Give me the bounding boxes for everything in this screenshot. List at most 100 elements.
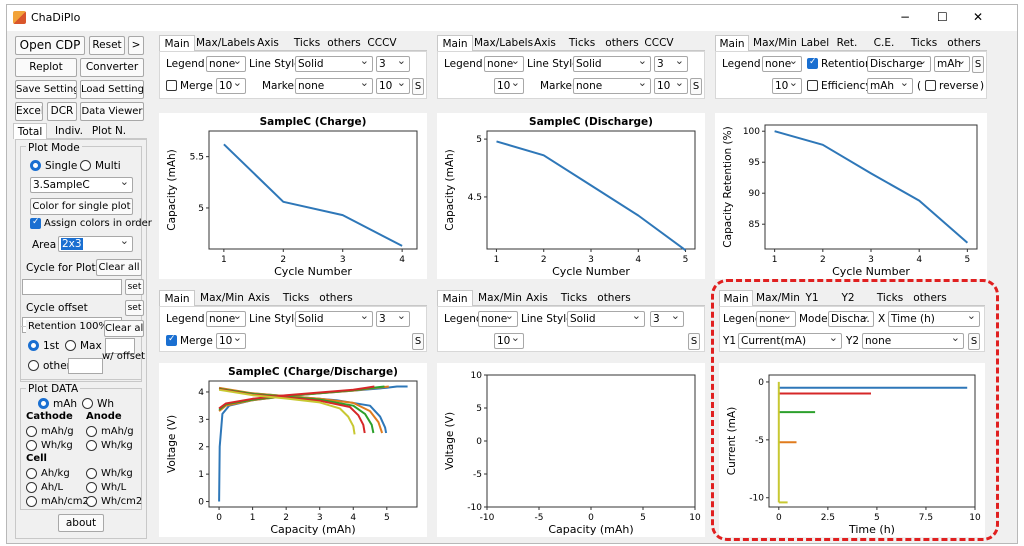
panel3-tab-label[interactable]: Label <box>800 37 830 49</box>
panel4-tab-max-min[interactable]: Max/Min <box>200 292 244 304</box>
panel3-legend-select[interactable]: none <box>762 56 802 72</box>
offset-set-button[interactable]: set <box>125 300 144 316</box>
minimize-button[interactable]: − <box>900 10 911 24</box>
panel1-merge-checkbox[interactable] <box>166 80 177 91</box>
panel5-line-style-select[interactable]: Solid <box>567 311 645 327</box>
panel1-tab-main[interactable]: Main <box>159 35 195 51</box>
multi-radio[interactable] <box>80 160 91 171</box>
cycle-for-plot-input[interactable] <box>22 279 122 295</box>
panel3-tab-main[interactable]: Main <box>715 35 749 51</box>
panel2-tab-others[interactable]: others <box>605 37 639 49</box>
panel4-s-button[interactable]: S <box>412 333 424 350</box>
panel2-merge-select[interactable]: 10 <box>494 78 524 94</box>
panel1-tab-cccv[interactable]: CCCV <box>367 37 397 49</box>
wh-radio[interactable] <box>82 398 93 409</box>
panel5-tab-axis[interactable]: Axis <box>526 292 548 304</box>
retention-max-radio[interactable] <box>65 340 76 351</box>
tab-indiv[interactable]: Indiv. <box>54 125 84 137</box>
cathode-whkg-radio[interactable] <box>26 440 37 451</box>
color-single-plot-button[interactable]: Color for single plot <box>30 198 133 215</box>
panel4-merge-checkbox[interactable] <box>166 334 177 346</box>
panel3-retention-select[interactable]: Discharge <box>867 56 931 72</box>
panel4-line-style-select[interactable]: Solid <box>295 311 373 327</box>
sample-select[interactable]: 3.SampleC <box>30 177 133 193</box>
panel1-line-style-select[interactable]: Solid <box>295 56 373 72</box>
panel3-tab-others[interactable]: others <box>947 37 981 49</box>
panel6-tab-others[interactable]: others <box>913 292 947 304</box>
ahl-radio[interactable] <box>26 482 37 493</box>
tab-total[interactable]: Total <box>13 123 47 139</box>
panel5-merge-select[interactable]: 10 <box>494 333 524 349</box>
close-button[interactable]: ✕ <box>973 10 984 24</box>
panel1-tab-axis[interactable]: Axis <box>257 37 279 49</box>
panel3-tab-ticks[interactable]: Ticks <box>910 37 938 49</box>
panel3-tab-ret[interactable]: Ret. <box>836 37 858 49</box>
save-setting-button[interactable]: Save Setting <box>15 80 77 99</box>
panel2-tab-main[interactable]: Main <box>437 35 473 51</box>
panel3-efficiency-checkbox[interactable] <box>807 80 818 91</box>
panel2-tab-cccv[interactable]: CCCV <box>644 37 674 49</box>
panel6-mode-select[interactable]: Discha. <box>828 311 874 327</box>
panel6-x-select[interactable]: Time (h) <box>888 311 980 327</box>
panel4-tab-others[interactable]: others <box>319 292 353 304</box>
panel2-s-button[interactable]: S <box>690 78 702 95</box>
panel1-s-button[interactable]: S <box>412 78 424 95</box>
panel6-s-button[interactable]: S <box>968 333 980 350</box>
panel2-tab-ticks[interactable]: Ticks <box>568 37 596 49</box>
panel5-lw-select[interactable]: 3 <box>650 311 684 327</box>
anode-whkg-radio[interactable] <box>86 440 97 451</box>
panel1-marker-size-select[interactable]: 10 <box>376 78 410 94</box>
assign-colors-checkbox[interactable] <box>30 217 41 229</box>
dcr-button[interactable]: DCR <box>47 102 77 121</box>
panel1-legend-select[interactable]: none <box>206 56 246 72</box>
converter-button[interactable]: Converter <box>80 58 144 77</box>
panel1-tab-ticks[interactable]: Ticks <box>293 37 321 49</box>
panel2-lw-select[interactable]: 3 <box>654 56 688 72</box>
panel1-tab-others[interactable]: others <box>327 37 361 49</box>
maximize-button[interactable]: ☐ <box>937 10 948 24</box>
panel3-unit-select[interactable]: mAh <box>934 56 970 72</box>
cycle-set-button[interactable]: set <box>125 279 144 295</box>
panel2-line-style-select[interactable]: Solid <box>573 56 651 72</box>
cathode-mahg-radio[interactable] <box>26 426 37 437</box>
panel4-lw-select[interactable]: 3 <box>376 311 410 327</box>
panel6-tab-ticks[interactable]: Ticks <box>876 292 904 304</box>
panel6-y1-select[interactable]: Current(mA) <box>738 333 842 349</box>
whl-radio[interactable] <box>86 482 97 493</box>
area-select[interactable]: 2x3 <box>58 236 133 252</box>
panel4-tab-axis[interactable]: Axis <box>248 292 270 304</box>
about-button[interactable]: about <box>58 514 104 532</box>
panel5-tab-main[interactable]: Main <box>437 290 473 306</box>
mah-radio[interactable] <box>38 398 49 409</box>
retention-other-input[interactable] <box>68 358 103 374</box>
mahcm2-radio[interactable] <box>26 496 37 507</box>
more-button[interactable]: > <box>128 36 144 55</box>
panel3-size-select[interactable]: 10 <box>772 78 802 94</box>
excel-button[interactable]: Excel <box>15 102 43 121</box>
panel4-tab-main[interactable]: Main <box>159 290 195 306</box>
open-cdp-button[interactable]: Open CDP <box>15 36 85 55</box>
panel5-tab-ticks[interactable]: Ticks <box>560 292 588 304</box>
panel3-efficiency-unit-select[interactable]: mAh <box>867 78 913 94</box>
load-setting-button[interactable]: Load Setting <box>80 80 144 99</box>
panel1-merge-select[interactable]: 10 <box>216 78 246 94</box>
retention-1st-radio[interactable] <box>28 340 39 351</box>
whcm2-radio[interactable] <box>86 496 97 507</box>
panel4-tab-ticks[interactable]: Ticks <box>282 292 310 304</box>
panel2-tab-max-labels[interactable]: Max/Labels <box>474 37 534 49</box>
panel2-marker-size-select[interactable]: 10 <box>654 78 688 94</box>
retention-other-radio[interactable] <box>28 360 39 371</box>
cell-whkg-radio[interactable] <box>86 468 97 479</box>
reset-button[interactable]: Reset <box>89 36 125 55</box>
panel2-legend-select[interactable]: none <box>484 56 524 72</box>
panel6-tab-main[interactable]: Main <box>719 290 753 306</box>
panel4-merge-select[interactable]: 10 <box>216 333 246 349</box>
panel5-s-button[interactable]: S <box>688 333 700 350</box>
panel5-legend-select[interactable]: none <box>478 311 518 327</box>
ahkg-radio[interactable] <box>26 468 37 479</box>
panel5-tab-max-min[interactable]: Max/Min <box>478 292 522 304</box>
panel1-marker-select[interactable]: none <box>295 78 373 94</box>
data-viewer-button[interactable]: Data Viewer <box>80 102 144 121</box>
anode-mahg-radio[interactable] <box>86 426 97 437</box>
panel6-tab-y2[interactable]: Y2 <box>841 292 855 304</box>
